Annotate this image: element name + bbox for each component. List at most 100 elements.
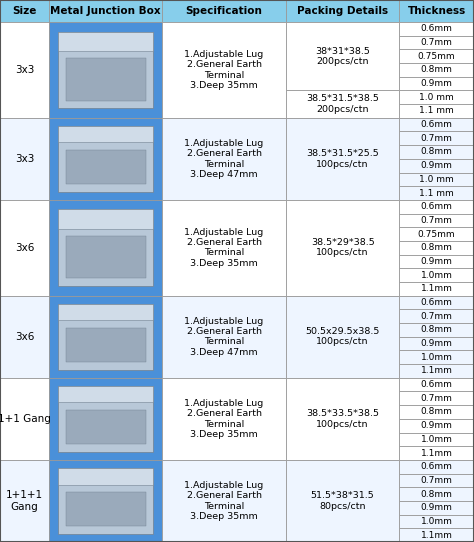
Text: 0.6mm: 0.6mm (420, 380, 453, 389)
Text: Metal Junction Box: Metal Junction Box (50, 6, 161, 16)
Bar (65, 492, 146, 526)
Bar (399, 474, 474, 487)
Text: 0.9mm: 0.9mm (420, 257, 453, 266)
Text: 1.0 mm: 1.0 mm (419, 93, 454, 102)
Bar (399, 268, 474, 282)
Bar (399, 49, 474, 63)
Text: 1.Adjustable Lug
2.General Earth
Terminal
3.Deep 35mm: 1.Adjustable Lug 2.General Earth Termina… (184, 50, 264, 90)
Bar (58, 386, 153, 451)
Bar (399, 351, 474, 364)
Text: 1.1mm: 1.1mm (420, 285, 453, 293)
Text: 1.0mm: 1.0mm (420, 270, 453, 280)
Text: 0.6mm: 0.6mm (420, 24, 453, 34)
Bar (0, 22, 49, 118)
Bar (286, 378, 399, 460)
Bar (162, 22, 286, 118)
Bar (162, 0, 286, 22)
Bar (399, 405, 474, 419)
Text: 3x3: 3x3 (15, 65, 34, 75)
Text: 0.6mm: 0.6mm (420, 120, 453, 129)
Text: 1.Adjustable Lug
2.General Earth
Terminal
3.Deep 35mm: 1.Adjustable Lug 2.General Earth Termina… (184, 481, 264, 521)
Text: 0.6mm: 0.6mm (420, 298, 453, 307)
Text: Packing Details: Packing Details (297, 6, 388, 16)
Bar (49, 296, 162, 378)
Bar (58, 31, 153, 51)
Text: 1.1mm: 1.1mm (420, 449, 453, 457)
Text: 51.5*38*31.5
80pcs/ctn: 51.5*38*31.5 80pcs/ctn (311, 491, 374, 511)
Text: 0.8mm: 0.8mm (420, 408, 453, 416)
Text: 1.Adjustable Lug
2.General Earth
Terminal
3.Deep 35mm: 1.Adjustable Lug 2.General Earth Termina… (184, 399, 264, 439)
Bar (0, 118, 49, 200)
Text: 50.5x29.5x38.5
100pcs/ctn: 50.5x29.5x38.5 100pcs/ctn (305, 327, 380, 346)
Text: 0.8mm: 0.8mm (420, 325, 453, 334)
Bar (58, 304, 153, 370)
Text: 1.Adjustable Lug
2.General Earth
Terminal
3.Deep 47mm: 1.Adjustable Lug 2.General Earth Termina… (184, 139, 264, 179)
Bar (399, 214, 474, 227)
Text: 0.75mm: 0.75mm (418, 230, 456, 238)
Text: 0.7mm: 0.7mm (420, 476, 453, 485)
Bar (399, 255, 474, 268)
Text: Thickness: Thickness (408, 6, 466, 16)
Bar (399, 0, 474, 22)
Text: 0.7mm: 0.7mm (420, 394, 453, 403)
Text: 0.75mm: 0.75mm (418, 51, 456, 61)
Bar (162, 200, 286, 296)
Text: 0.6mm: 0.6mm (420, 462, 453, 471)
Bar (286, 0, 399, 22)
Bar (399, 159, 474, 172)
Bar (399, 200, 474, 214)
Text: 38.5*29*38.5
100pcs/ctn: 38.5*29*38.5 100pcs/ctn (311, 238, 374, 257)
Bar (0, 296, 49, 378)
Bar (399, 487, 474, 501)
Text: 1.0 mm: 1.0 mm (419, 175, 454, 184)
Bar (399, 172, 474, 186)
Bar (58, 386, 153, 402)
Bar (286, 296, 399, 378)
Text: 3x3: 3x3 (15, 154, 34, 164)
Text: 1.0mm: 1.0mm (420, 435, 453, 444)
Text: 0.9mm: 0.9mm (420, 339, 453, 348)
Text: 1.Adjustable Lug
2.General Earth
Terminal
3.Deep 47mm: 1.Adjustable Lug 2.General Earth Termina… (184, 317, 264, 357)
Bar (58, 126, 153, 192)
Bar (0, 378, 49, 460)
Text: 1.0mm: 1.0mm (420, 353, 453, 362)
Text: Size: Size (12, 6, 36, 16)
Text: 0.6mm: 0.6mm (420, 202, 453, 211)
Bar (399, 501, 474, 515)
Bar (49, 200, 162, 296)
Text: 0.8mm: 0.8mm (420, 243, 453, 252)
Bar (399, 446, 474, 460)
Bar (58, 209, 153, 229)
Text: 0.7mm: 0.7mm (420, 312, 453, 321)
Bar (399, 460, 474, 474)
Bar (399, 337, 474, 351)
Bar (0, 0, 49, 22)
Bar (399, 227, 474, 241)
Bar (58, 209, 153, 286)
Bar (399, 515, 474, 528)
Text: 1+1 Gang: 1+1 Gang (0, 414, 51, 424)
Bar (399, 364, 474, 378)
Bar (58, 304, 153, 320)
Bar (399, 132, 474, 145)
Text: 1.1 mm: 1.1 mm (419, 189, 454, 197)
Text: 0.8mm: 0.8mm (420, 489, 453, 499)
Text: 0.9mm: 0.9mm (420, 161, 453, 170)
Bar (399, 528, 474, 542)
Bar (65, 328, 146, 362)
Text: 38.5*31.5*25.5
100pcs/ctn: 38.5*31.5*25.5 100pcs/ctn (306, 149, 379, 169)
Bar (399, 36, 474, 49)
Bar (49, 0, 162, 22)
Bar (65, 410, 146, 444)
Bar (58, 31, 153, 108)
Bar (399, 433, 474, 446)
Bar (162, 118, 286, 200)
Bar (58, 126, 153, 143)
Bar (49, 118, 162, 200)
Bar (399, 77, 474, 91)
Bar (286, 118, 399, 200)
Text: 1.Adjustable Lug
2.General Earth
Terminal
3.Deep 35mm: 1.Adjustable Lug 2.General Earth Termina… (184, 228, 264, 268)
Bar (65, 236, 146, 279)
Text: 0.9mm: 0.9mm (420, 504, 453, 512)
Bar (65, 59, 146, 101)
